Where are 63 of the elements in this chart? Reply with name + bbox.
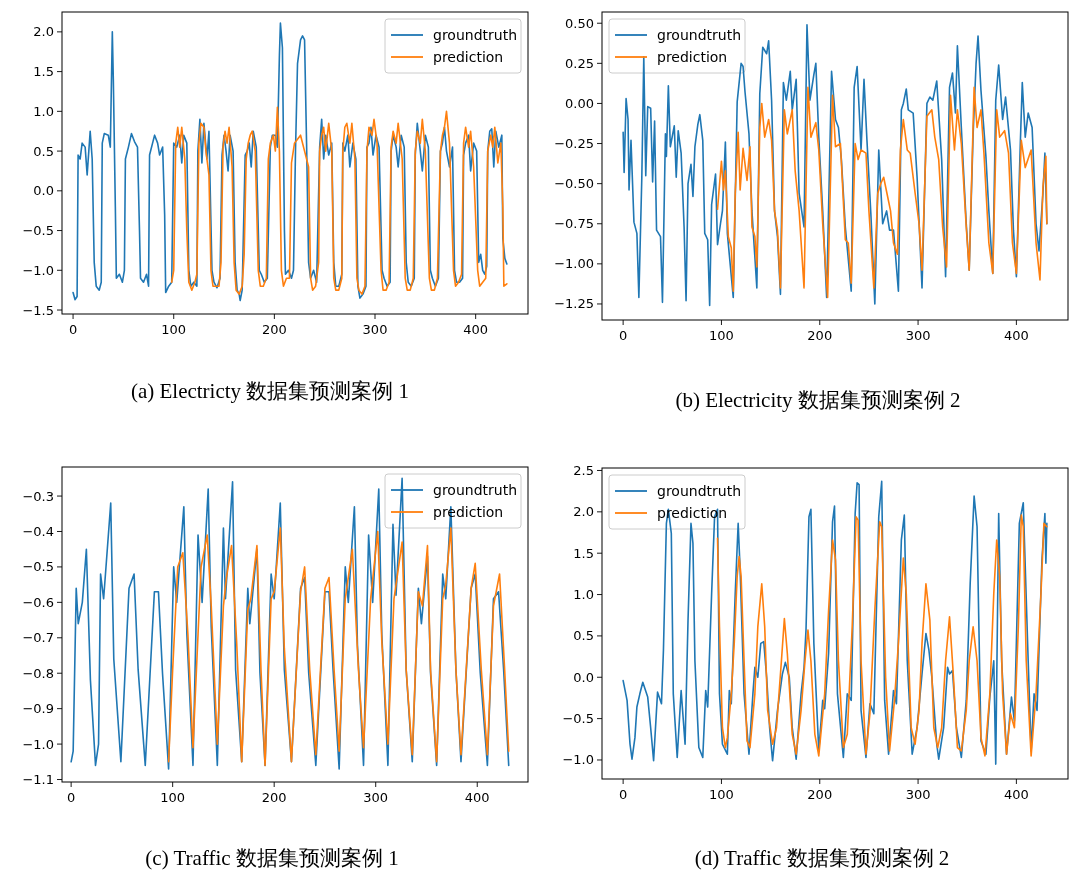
y-tick-label: 1.5 — [33, 64, 54, 80]
y-tick-label: −1.5 — [22, 302, 54, 318]
x-tick-label: 300 — [362, 322, 388, 337]
x-tick-label: 200 — [807, 787, 833, 802]
legend-label: prediction — [433, 49, 504, 65]
x-tick-label: 0 — [68, 322, 78, 337]
y-tick-label: 0.50 — [565, 15, 594, 31]
x-tick-label: 100 — [709, 328, 734, 343]
y-tick-label: 2.0 — [33, 24, 54, 40]
legend-label: groundtruth — [657, 27, 742, 43]
legend-label: groundtruth — [657, 483, 742, 499]
y-tick-label: 1.5 — [573, 545, 594, 561]
y-tick-label: −0.4 — [22, 523, 54, 539]
y-tick-label: −0.6 — [22, 594, 54, 610]
y-tick-label: −1.0 — [22, 736, 54, 752]
y-tick-label: −1.0 — [562, 752, 594, 768]
legend-label: prediction — [657, 49, 728, 65]
y-tick-label: 2.5 — [573, 462, 594, 478]
y-tick-label: 0.5 — [33, 143, 54, 159]
x-tick-label: 400 — [1003, 328, 1029, 343]
y-tick-label: −0.8 — [22, 665, 54, 681]
y-tick-label: 0.0 — [573, 669, 594, 685]
x-tick-label: 100 — [161, 322, 187, 337]
y-tick-label: 0.00 — [565, 95, 594, 111]
y-tick-label: −0.50 — [554, 176, 594, 192]
x-tick-label: 0 — [67, 790, 76, 805]
x-tick-label: 200 — [261, 322, 287, 337]
y-tick-label: −0.5 — [562, 711, 594, 727]
x-tick-label: 400 — [463, 322, 489, 337]
y-tick-label: −0.5 — [22, 559, 54, 575]
legend-label: groundtruth — [433, 482, 518, 498]
legend-label: groundtruth — [433, 27, 518, 43]
text: (d) Traffic 数据集预测案例 2 — [694, 846, 950, 870]
x-tick-label: 200 — [261, 790, 287, 805]
x-tick-label: 400 — [464, 790, 490, 805]
x-tick-label: 200 — [807, 328, 833, 343]
y-tick-label: −0.25 — [554, 136, 594, 152]
y-tick-label: −1.0 — [22, 262, 54, 278]
y-tick-label: −0.5 — [22, 223, 54, 239]
x-tick-label: 100 — [709, 787, 734, 802]
y-tick-label: −1.00 — [554, 256, 594, 272]
y-tick-label: −0.75 — [554, 216, 594, 232]
y-tick-label: 1.0 — [573, 587, 594, 603]
y-tick-label: 0.5 — [573, 628, 594, 644]
y-tick-label: 2.0 — [573, 504, 594, 520]
text: (a) Electricty 数据集预测案例 1 — [130, 379, 410, 403]
y-tick-label: −0.7 — [22, 630, 54, 646]
x-tick-label: 0 — [619, 328, 628, 343]
y-tick-label: −1.25 — [554, 296, 594, 312]
y-tick-label: −1.1 — [22, 772, 54, 788]
y-tick-label: 1.0 — [33, 103, 54, 119]
text: (c) Traffic 数据集预测案例 1 — [145, 846, 399, 870]
y-tick-label: 0.0 — [33, 183, 54, 199]
x-tick-label: 300 — [363, 790, 389, 805]
x-tick-label: 100 — [160, 790, 186, 805]
y-tick-label: −0.9 — [22, 701, 54, 717]
x-tick-label: 0 — [619, 787, 628, 802]
x-tick-label: 400 — [1003, 787, 1029, 802]
x-tick-label: 300 — [905, 328, 931, 343]
y-tick-label: −0.3 — [22, 488, 54, 504]
text: (b) Electricity 数据集预测案例 2 — [675, 388, 961, 412]
y-tick-label: 0.25 — [565, 55, 594, 71]
x-tick-label: 300 — [905, 787, 931, 802]
